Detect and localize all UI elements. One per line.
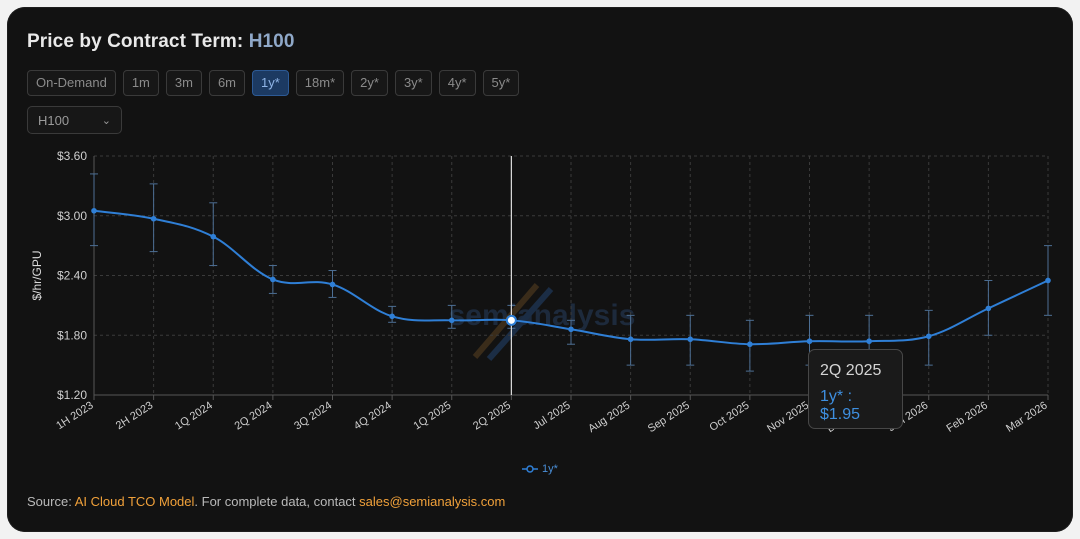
legend-label: 1y* (542, 463, 558, 475)
data-point-6[interactable] (448, 317, 455, 324)
source-link[interactable]: AI Cloud TCO Model (74, 494, 195, 509)
x-tick-label-4: 3Q 2024 (292, 399, 334, 432)
data-point-7[interactable] (505, 314, 517, 326)
term-button-0[interactable]: On-Demand (27, 70, 116, 96)
title-gpu: H100 (248, 31, 295, 52)
tooltip-title: 2Q 2025 (820, 362, 882, 379)
term-button-4[interactable]: 1y* (252, 70, 289, 96)
legend-line-marker-icon (522, 465, 539, 473)
x-tick-label-5: 4Q 2024 (352, 399, 394, 432)
data-point-2[interactable] (210, 233, 217, 240)
x-tick-label-16: Mar 2026 (1004, 399, 1050, 434)
term-button-1[interactable]: 1m (122, 70, 159, 96)
x-tick-label-15: Feb 2026 (944, 399, 990, 434)
data-point-3[interactable] (270, 276, 276, 283)
x-tick-label-8: Jul 2025 (531, 399, 572, 432)
data-point-13[interactable] (866, 338, 872, 345)
footer-prefix: Source: (27, 494, 75, 509)
watermark-text: semianalysis (449, 299, 636, 332)
gpu-select[interactable]: H100 ⌄ (27, 106, 122, 134)
x-tick-label-2: 1Q 2024 (173, 399, 215, 432)
y-tick-label-1: $1.80 (57, 328, 87, 342)
x-tick-label-6: 1Q 2025 (411, 399, 453, 432)
term-button-9[interactable]: 5y* (482, 70, 520, 96)
x-tick-label-7: 2Q 2025 (471, 399, 513, 432)
y-tick-label-3: $3.00 (57, 209, 87, 223)
data-point-12[interactable] (806, 338, 813, 345)
chart-card: Price by Contract Term: H100 On-Demand 1m… (7, 7, 1073, 532)
x-tick-label-11: Oct 2025 (708, 399, 752, 433)
chart-title: Price by Contract Term: H100 (27, 31, 295, 53)
x-tick-label-1: 2H 2023 (114, 399, 155, 432)
chart-tooltip: 2Q 2025 1y* : $1.95 (808, 349, 903, 429)
x-tick-label-3: 2Q 2024 (233, 399, 275, 432)
contact-email-link[interactable]: sales@semianalysis.com (359, 494, 506, 509)
source-footer: Source: AI Cloud TCO Model. For complete… (27, 494, 505, 509)
x-tick-label-10: Sep 2025 (646, 399, 692, 435)
data-point-4[interactable] (329, 281, 336, 288)
term-button-2[interactable]: 3m (165, 70, 202, 96)
watermark-mark-blue (486, 287, 554, 361)
data-point-11[interactable] (747, 341, 753, 348)
contract-term-buttons: On-Demand 1m 3m 6m 1y* 18m* 2y* 3y* 4y* 5y* (27, 70, 520, 96)
data-point-16[interactable] (1045, 277, 1051, 284)
footer-middle: . For complete data, contact (194, 494, 360, 509)
data-point-8[interactable] (568, 326, 574, 333)
data-point-14[interactable] (925, 333, 932, 340)
title-prefix: Price by Contract Term: (27, 31, 244, 52)
y-tick-label-0: $1.20 (57, 388, 87, 402)
term-button-6[interactable]: 2y* (351, 70, 388, 96)
term-button-8[interactable]: 4y* (438, 70, 476, 96)
x-tick-label-12: Nov 2025 (765, 399, 811, 435)
y-tick-label-4: $3.60 (57, 149, 87, 163)
data-point-9[interactable] (627, 336, 634, 343)
chevron-down-icon: ⌄ (101, 114, 111, 127)
x-tick-label-0: 1H 2023 (54, 399, 95, 432)
term-button-5[interactable]: 18m* (295, 70, 345, 96)
data-point-1[interactable] (150, 215, 157, 222)
data-point-10[interactable] (687, 336, 694, 343)
gpu-select-value: H100 (38, 112, 70, 128)
data-point-0[interactable] (91, 207, 97, 214)
term-button-3[interactable]: 6m (208, 70, 245, 96)
term-button-7[interactable]: 3y* (394, 70, 432, 96)
y-axis-label: $/hr/GPU (30, 250, 44, 300)
tooltip-value: 1y* : $1.95 (820, 388, 861, 423)
data-point-15[interactable] (985, 305, 992, 312)
line-chart[interactable]: semianalysis $1.20 $1.80 $2.40 $3.00 $3.60 1H … (7, 7, 1073, 532)
y-tick-label-2: $2.40 (57, 269, 87, 283)
x-tick-label-9: Aug 2025 (586, 399, 632, 435)
legend[interactable]: 1y* (7, 463, 1073, 475)
data-point-5[interactable] (389, 313, 395, 320)
